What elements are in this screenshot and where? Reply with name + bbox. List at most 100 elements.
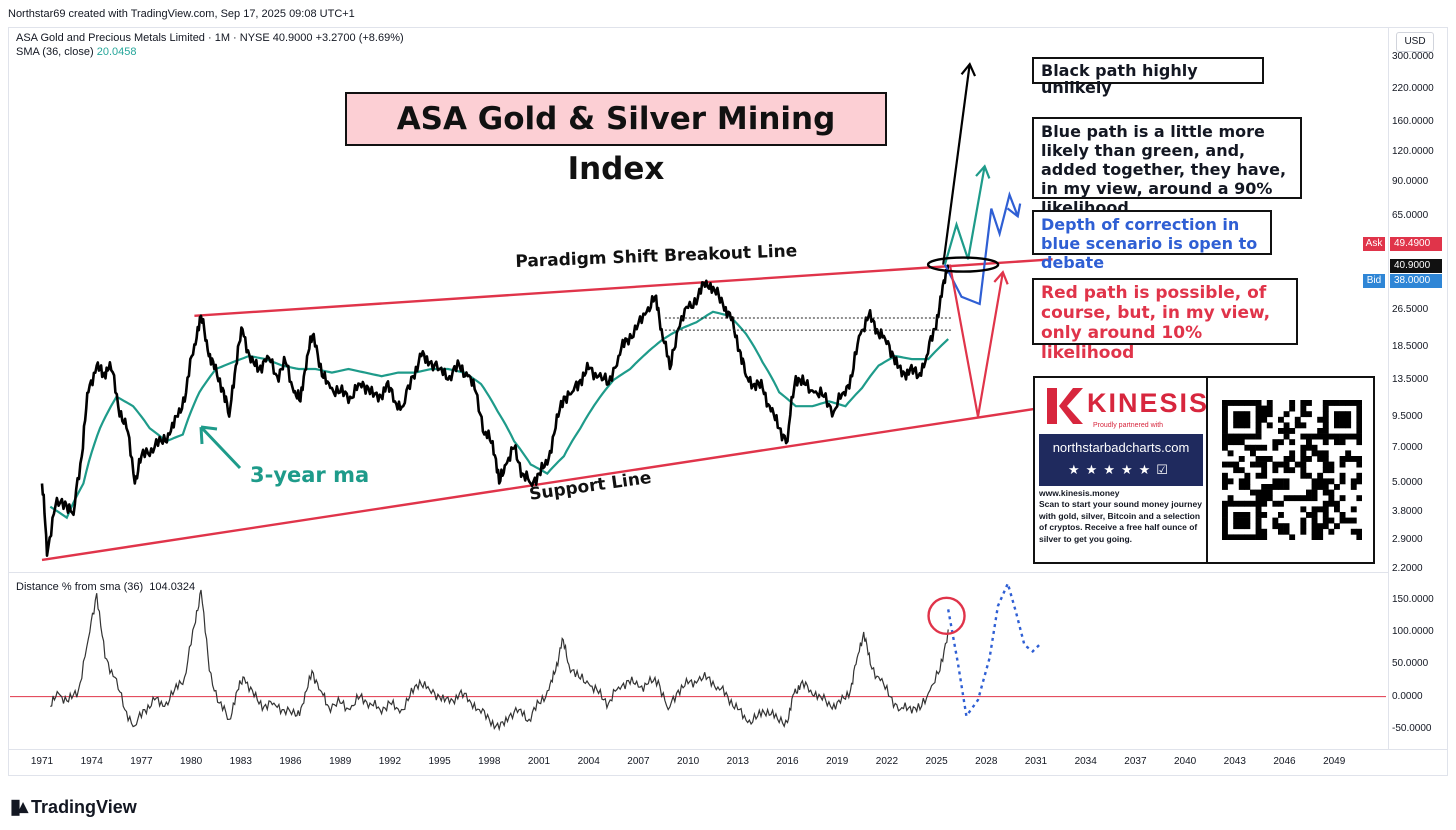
sma-line <box>49 310 949 520</box>
time-tick: 1992 <box>378 756 402 767</box>
sma-series <box>49 310 949 520</box>
blue-path-note: Blue path is a little more likely than g… <box>1032 117 1302 217</box>
black-path-arrow <box>960 62 977 77</box>
oscillator-highlight-circle <box>927 596 966 636</box>
northstar-site: northstarbadcharts.com <box>1052 440 1190 455</box>
time-tick: 2049 <box>1323 756 1346 767</box>
tradingview-logo[interactable]: ▮▴ TradingView <box>10 794 137 819</box>
black-path-note: Black path highly unlikely <box>1032 57 1264 96</box>
last-price-value: 40.9000 <box>1390 259 1442 273</box>
price-tick: 65.0000 <box>1392 210 1429 222</box>
oscillator-tick: 150.0000 <box>1392 593 1434 605</box>
price-tick: 26.5000 <box>1392 303 1429 315</box>
ma-arrow <box>199 425 242 470</box>
time-tick: 1977 <box>130 756 153 767</box>
green-path-arrow <box>975 164 991 179</box>
rating-stars-icon: ★★★★★☑ <box>1068 462 1174 477</box>
time-tick: 2019 <box>826 756 849 767</box>
chart-markers <box>199 256 1000 470</box>
time-tick: 2046 <box>1273 756 1296 767</box>
kinesis-ad[interactable]: KINESIS Proudly partnered with northstar… <box>1033 376 1375 564</box>
green-path <box>943 166 986 265</box>
qr-code-icon[interactable] <box>1222 400 1362 540</box>
kinesis-description: Scan to start your sound money journey w… <box>1039 499 1202 544</box>
time-tick: 1995 <box>428 756 451 767</box>
kinesis-logo: KINESIS Proudly partnered with <box>1039 382 1207 429</box>
price-tick: 18.5000 <box>1392 341 1429 353</box>
ma-label: 3-year ma <box>250 463 370 487</box>
time-tick: 1998 <box>478 756 501 767</box>
black-path <box>942 64 971 265</box>
price-tick: 7.0000 <box>1392 442 1423 454</box>
blue-path-arrow <box>1006 203 1022 219</box>
oscillator-tick: 0.0000 <box>1392 690 1423 702</box>
time-tick: 2025 <box>925 756 948 767</box>
ask-label: Ask <box>1363 237 1385 251</box>
price-tick: 13.5000 <box>1392 374 1429 386</box>
trendlines <box>41 258 1053 562</box>
oscillator-projection <box>947 579 1041 720</box>
time-tick: 2001 <box>527 756 551 767</box>
support-line <box>41 405 1053 562</box>
oscillator-tick: 50.0000 <box>1392 658 1429 670</box>
oscillator-legend-label: Distance % from sma (36) <box>16 581 144 593</box>
symbol-legend[interactable]: ASA Gold and Precious Metals Limited · 1… <box>16 32 404 44</box>
oscillator-tick: 100.0000 <box>1392 626 1434 637</box>
oscillator-pane <box>10 579 1386 732</box>
time-tick: 2037 <box>1124 756 1147 767</box>
time-tick: 2013 <box>726 756 749 767</box>
breakout-line <box>194 258 1053 318</box>
ask-value: 49.4900 <box>1390 237 1442 251</box>
time-tick: 1974 <box>80 756 103 767</box>
time-scale-border <box>8 749 1448 750</box>
oscillator-legend[interactable]: Distance % from sma (36) 104.0324 <box>16 581 195 593</box>
ad-separator <box>1206 378 1208 562</box>
price-tick: 120.0000 <box>1392 146 1434 158</box>
currency-button[interactable]: USD <box>1396 32 1434 52</box>
price-scale-border <box>1388 27 1389 749</box>
red-path <box>948 264 1004 417</box>
sma-legend-value: 20.0458 <box>96 46 137 58</box>
bid-label: Bid <box>1363 274 1385 288</box>
pane-divider[interactable] <box>8 572 1388 573</box>
time-tick: 2007 <box>627 756 650 767</box>
time-tick: 1989 <box>329 756 352 767</box>
price-tick: 160.0000 <box>1392 116 1434 128</box>
time-tick: 1986 <box>279 756 302 767</box>
kinesis-url[interactable]: www.kinesis.money <box>1039 488 1120 498</box>
price-tick: 2.2000 <box>1392 563 1423 574</box>
price-series <box>40 264 950 557</box>
time-tick: 2016 <box>776 756 799 767</box>
price-tick: 220.0000 <box>1392 83 1434 95</box>
chart-frame <box>8 27 1448 776</box>
depth-note: Depth of correction in blue scenario is … <box>1032 210 1272 272</box>
time-tick: 1980 <box>179 756 203 767</box>
time-tick: 2010 <box>676 756 700 767</box>
time-tick: 2043 <box>1223 756 1246 767</box>
price-tick: 90.0000 <box>1392 176 1429 188</box>
attribution: Northstar69 created with TradingView.com… <box>8 8 355 20</box>
chart-title: ASA Gold & Silver Mining Index <box>345 92 887 187</box>
time-tick: 2034 <box>1074 756 1097 767</box>
time-tick: 2028 <box>975 756 998 767</box>
time-tick: 2022 <box>875 756 899 767</box>
kinesis-tagline: Proudly partnered with <box>1093 422 1164 429</box>
price-tick: 2.9000 <box>1392 534 1423 546</box>
price-tick: 9.5000 <box>1392 410 1423 422</box>
sma-legend[interactable]: SMA (36, close) 20.0458 <box>16 46 136 58</box>
tradingview-icon: ▮▴ <box>10 796 28 818</box>
price-tick: 300.0000 <box>1392 51 1434 62</box>
oscillator-tick: -50.0000 <box>1392 723 1432 734</box>
breakout-ellipse <box>926 256 1000 273</box>
price-tick: 5.0000 <box>1392 477 1423 489</box>
projection-paths <box>942 62 1022 417</box>
oscillator-line <box>50 589 949 732</box>
tradingview-wordmark: TradingView <box>31 797 137 817</box>
red-path-arrow <box>993 270 1009 285</box>
oscillator-legend-value: 104.0324 <box>149 581 196 593</box>
time-tick: 2031 <box>1024 756 1048 767</box>
bid-value: 38.0000 <box>1390 274 1442 288</box>
price-line <box>40 264 950 557</box>
blue-path <box>943 191 1019 306</box>
